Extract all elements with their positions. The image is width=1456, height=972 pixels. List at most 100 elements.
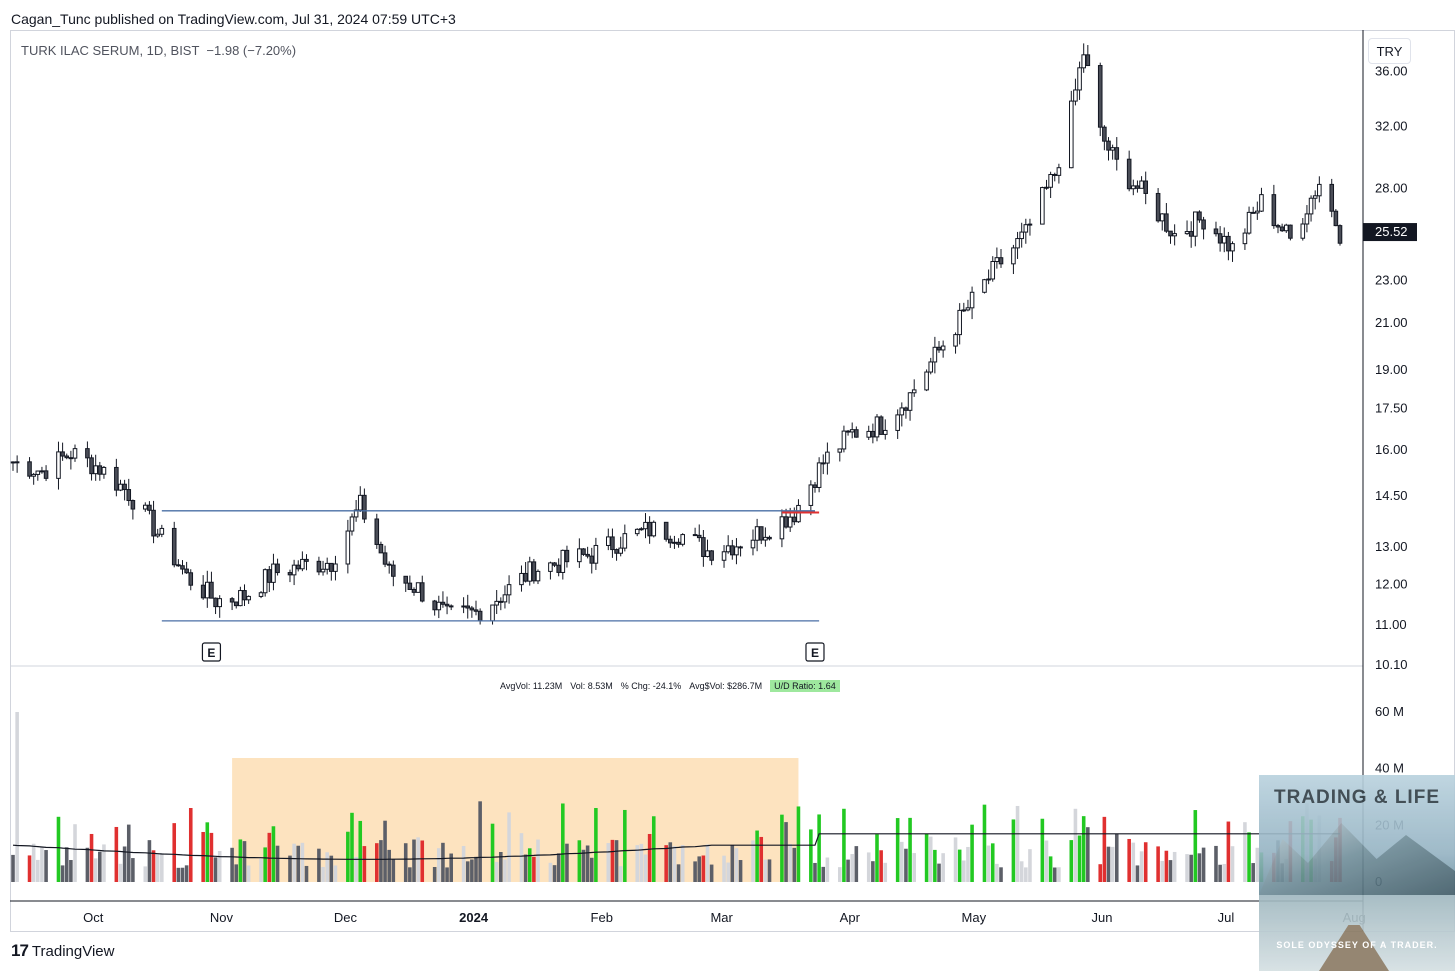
candle-body xyxy=(217,598,222,608)
candle-body xyxy=(200,584,206,599)
chart-frame[interactable] xyxy=(10,30,1455,932)
time-tick-label: Apr xyxy=(840,910,861,925)
volume-bar xyxy=(201,831,205,882)
volume-bar xyxy=(93,858,98,882)
price-change: −1.98 (−7.20%) xyxy=(206,43,297,58)
candle-body xyxy=(841,430,847,450)
volume-bar xyxy=(937,863,941,882)
volume-bar xyxy=(701,855,706,882)
candle-body xyxy=(767,536,772,540)
volume-bar xyxy=(982,804,987,882)
volume-bar xyxy=(594,808,598,882)
volume-bar xyxy=(275,845,280,882)
avg-dollar-volume: Avg$Vol: $286.7M xyxy=(689,681,763,691)
volume-bar xyxy=(1019,861,1024,882)
volume-bar xyxy=(912,853,916,882)
volume-bar xyxy=(1052,867,1057,882)
time-tick-label: 2024 xyxy=(459,910,489,925)
candle-body xyxy=(85,448,90,459)
badge-title: TRADING & LIFE xyxy=(1274,787,1440,808)
volume-bar xyxy=(680,845,685,882)
candle-body xyxy=(1317,183,1322,197)
tradingview-logo-icon: 17 xyxy=(11,941,29,960)
price-tick-label: 28.00 xyxy=(1375,181,1408,196)
candle-body xyxy=(1255,210,1260,214)
candle-body xyxy=(994,257,1000,262)
trading-life-badge: TRADING & LIFE SOLE ODYSSEY OF A TRADER. xyxy=(1259,775,1455,971)
time-tick-label: Oct xyxy=(83,910,104,925)
volume-bar xyxy=(1255,847,1260,882)
tradingview-footer[interactable]: 17 TradingView xyxy=(11,941,114,961)
candle-body xyxy=(1300,223,1306,239)
volume-bar xyxy=(180,867,185,882)
volume-bar xyxy=(69,860,73,882)
volume-bar xyxy=(817,814,821,882)
candle-body xyxy=(188,572,194,586)
volume-bar xyxy=(1201,847,1206,882)
volume-bar xyxy=(784,822,788,882)
candle-body xyxy=(238,590,243,607)
candle-body xyxy=(304,558,309,562)
candle-body xyxy=(333,563,338,572)
volume-bar xyxy=(1081,816,1086,882)
candle-body xyxy=(1333,210,1339,227)
volume-bar xyxy=(1222,863,1227,882)
candle-body xyxy=(440,601,446,605)
candle-body xyxy=(469,607,475,611)
volume-bar xyxy=(668,842,673,882)
volume-bar xyxy=(970,824,974,882)
volume-bar xyxy=(288,855,292,882)
time-tick-label: Mar xyxy=(710,910,733,925)
volume-bar xyxy=(643,854,648,882)
volume-bar xyxy=(1106,846,1111,882)
candle-body xyxy=(672,541,677,544)
candle-body xyxy=(903,407,909,411)
candle-body xyxy=(589,555,595,564)
candle-body xyxy=(969,291,975,309)
candle-body xyxy=(548,562,553,572)
candle-body xyxy=(382,552,388,565)
candle-body xyxy=(618,547,623,554)
candle-body xyxy=(1250,211,1256,214)
volume-bar xyxy=(304,865,309,882)
candle-body xyxy=(998,257,1004,265)
volume-bar xyxy=(441,842,445,882)
currency-button[interactable]: TRY xyxy=(1368,38,1411,64)
volume-bar xyxy=(842,808,846,882)
volume-bar xyxy=(751,840,755,882)
volume-bar xyxy=(809,829,813,882)
volume-bar xyxy=(846,859,850,882)
volume-bar xyxy=(118,863,123,882)
volume-bar xyxy=(1114,833,1119,882)
candle-body xyxy=(494,600,499,606)
volume-bar xyxy=(1251,863,1255,882)
candle-body xyxy=(1329,183,1335,212)
volume-bar xyxy=(875,834,879,882)
candle-body xyxy=(60,451,65,457)
volume-bar xyxy=(1044,840,1049,882)
badge-subtitle: SOLE ODYSSEY OF A TRADER. xyxy=(1276,940,1438,950)
volume-bar xyxy=(1164,850,1169,882)
candle-body xyxy=(849,429,855,433)
candle-body xyxy=(911,389,917,394)
candle-body xyxy=(233,601,239,607)
candle-body xyxy=(14,461,20,464)
candle-body xyxy=(866,430,872,438)
time-tick-label: May xyxy=(962,910,987,925)
candle-body xyxy=(291,564,297,576)
candle-body xyxy=(490,604,495,622)
candle-body xyxy=(386,563,392,566)
candle-body xyxy=(498,600,504,603)
volume-tick-label: 60 M xyxy=(1375,704,1404,719)
candle-body xyxy=(461,605,466,608)
candle-body xyxy=(1044,186,1049,189)
candle-body xyxy=(1275,225,1281,228)
volume-bar xyxy=(614,840,619,882)
candle-body xyxy=(353,509,359,518)
candle-body xyxy=(874,416,880,438)
volume-bar xyxy=(300,842,305,882)
volume-bar xyxy=(267,832,272,882)
candle-body xyxy=(1201,219,1206,230)
volume-bar xyxy=(73,824,77,882)
